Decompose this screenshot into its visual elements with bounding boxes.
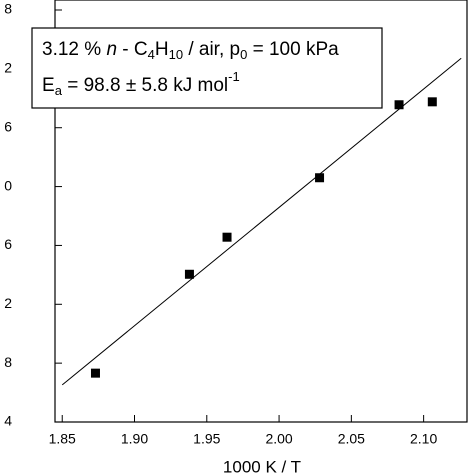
data-point <box>427 97 437 107</box>
plot-frame <box>54 0 468 423</box>
data-point <box>184 269 194 279</box>
annotation-box <box>31 27 383 109</box>
y-tick-label: 2 <box>4 295 12 311</box>
annotation-part: 10 <box>169 47 183 62</box>
y-tick-label: 6 <box>4 236 12 252</box>
annotation-part: n <box>106 39 117 60</box>
annotation-part: 4 <box>148 47 155 62</box>
x-axis-label: 1000 K / T <box>223 457 301 474</box>
data-point <box>394 100 404 110</box>
annotation-part: E <box>42 75 55 96</box>
y-tick-label: 8 <box>4 354 12 370</box>
annotation-part: / air, p <box>183 39 240 60</box>
annotation-part: = 98.8 ± 5.8 kJ mol <box>62 75 228 96</box>
x-tick-label: 1.90 <box>121 431 148 447</box>
x-tick-label: 2.05 <box>338 431 365 447</box>
annotation-part: 0 <box>240 47 247 62</box>
x-tick-label: 1.95 <box>193 431 220 447</box>
fit-line <box>61 57 462 386</box>
data-point <box>222 232 232 242</box>
y-tick-label: 8 <box>4 1 12 17</box>
annotation-part: = 100 kPa <box>247 39 339 60</box>
y-tick-label: 2 <box>4 60 12 76</box>
data-point <box>315 173 325 183</box>
annotation-part: H <box>155 39 169 60</box>
x-tick-label: 2.00 <box>265 431 292 447</box>
x-tick-label: 1.85 <box>49 431 76 447</box>
annotation-part: - C <box>117 39 148 60</box>
data-point <box>90 368 100 378</box>
annotation-text: 3.12 % n - C4H10 / air, p0 = 100 kPa <box>42 39 339 62</box>
annotation-text: Ea = 98.8 ± 5.8 kJ mol-1 <box>42 69 240 98</box>
y-tick-label: 4 <box>4 413 12 429</box>
annotation-part: a <box>55 83 63 98</box>
y-tick-label: 6 <box>4 118 12 134</box>
y-tick-label: 0 <box>4 177 12 193</box>
annotation-part: -1 <box>228 69 240 84</box>
x-tick-label: 2.10 <box>410 431 437 447</box>
annotation-part: 3.12 % <box>42 39 106 60</box>
